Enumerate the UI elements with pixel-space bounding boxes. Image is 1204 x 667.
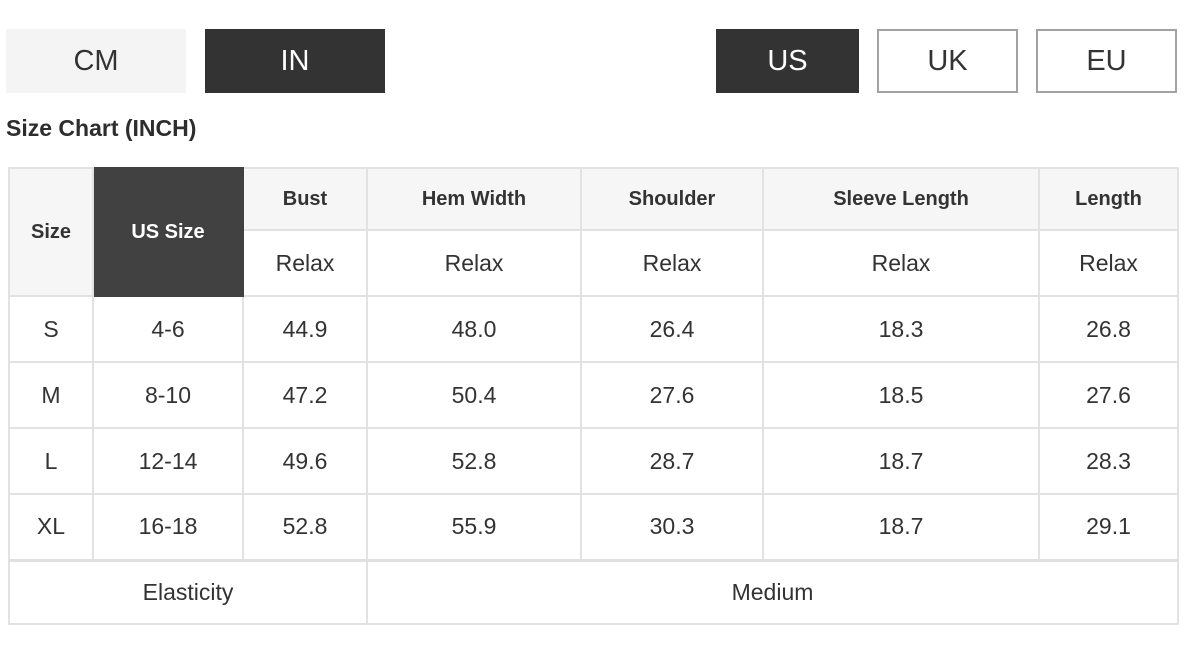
length-cell: 29.1: [1038, 493, 1179, 561]
header-cell-length: Length: [1038, 167, 1179, 231]
length-cell: 27.6: [1038, 361, 1179, 429]
header-cell-bust: Bust: [242, 167, 368, 231]
hem-width-cell: 52.8: [366, 427, 582, 495]
size-cell: XL: [8, 493, 94, 561]
bust-cell: 47.2: [242, 361, 368, 429]
us-size-cell: 16-18: [92, 493, 244, 561]
us-size-cell: 12-14: [92, 427, 244, 495]
region-toggle-us[interactable]: US: [716, 29, 859, 93]
hem-width-cell: 55.9: [366, 493, 582, 561]
header-cell-us-size: US Size: [92, 167, 244, 297]
fit-cell-shoulder: Relax: [580, 229, 764, 297]
bust-cell: 44.9: [242, 295, 368, 363]
fit-cell-hem-width: Relax: [366, 229, 582, 297]
shoulder-cell: 28.7: [580, 427, 764, 495]
table-row-m: M 8-10 47.2 50.4 27.6 18.5 27.6: [8, 361, 1179, 429]
header-cell-hem-width: Hem Width: [366, 167, 582, 231]
sleeve-length-cell: 18.7: [762, 493, 1040, 561]
elasticity-row: Elasticity Medium: [8, 558, 1179, 625]
fit-cell-bust: Relax: [242, 229, 368, 297]
size-cell: L: [8, 427, 94, 495]
us-size-cell: 8-10: [92, 361, 244, 429]
sleeve-length-cell: 18.7: [762, 427, 1040, 495]
us-size-cell: 4-6: [92, 295, 244, 363]
shoulder-cell: 27.6: [580, 361, 764, 429]
shoulder-cell: 30.3: [580, 493, 764, 561]
unit-toggle-group: CM IN: [6, 29, 385, 93]
header-cell-shoulder: Shoulder: [580, 167, 764, 231]
hem-width-cell: 50.4: [366, 361, 582, 429]
header-cell-size: Size: [8, 167, 94, 297]
elasticity-label-cell: Elasticity: [8, 558, 368, 625]
fit-row: Relax Relax Relax Relax Relax: [9, 229, 1179, 297]
sleeve-length-cell: 18.5: [762, 361, 1040, 429]
unit-toggle-cm[interactable]: CM: [6, 29, 186, 93]
page-title: Size Chart (INCH): [6, 115, 197, 141]
table-row-l: L 12-14 49.6 52.8 28.7 18.7 28.3: [8, 427, 1179, 495]
length-cell: 26.8: [1038, 295, 1179, 363]
shoulder-cell: 26.4: [580, 295, 764, 363]
size-chart-table: Size US Size Bust Hem Width Shoulder Sle…: [8, 167, 1179, 625]
fit-cell-sleeve-length: Relax: [762, 229, 1040, 297]
region-toggle-uk[interactable]: UK: [877, 29, 1018, 93]
size-cell: S: [8, 295, 94, 363]
size-cell: M: [8, 361, 94, 429]
elasticity-value-cell: Medium: [366, 558, 1179, 625]
toggles-row: CM IN US UK EU: [0, 0, 1204, 93]
table-header-row: Size US Size Bust Hem Width Shoulder Sle…: [8, 167, 1179, 297]
unit-toggle-in[interactable]: IN: [205, 29, 385, 93]
fit-cell-length: Relax: [1038, 229, 1179, 297]
sleeve-length-cell: 18.3: [762, 295, 1040, 363]
table-row-s: S 4-6 44.9 48.0 26.4 18.3 26.8: [8, 295, 1179, 363]
region-toggle-eu[interactable]: EU: [1036, 29, 1177, 93]
table-row-xl: XL 16-18 52.8 55.9 30.3 18.7 29.1: [8, 493, 1179, 561]
hem-width-cell: 48.0: [366, 295, 582, 363]
header-cell-sleeve-length: Sleeve Length: [762, 167, 1040, 231]
region-toggle-group: US UK EU: [716, 29, 1177, 93]
bust-cell: 49.6: [242, 427, 368, 495]
length-cell: 28.3: [1038, 427, 1179, 495]
bust-cell: 52.8: [242, 493, 368, 561]
